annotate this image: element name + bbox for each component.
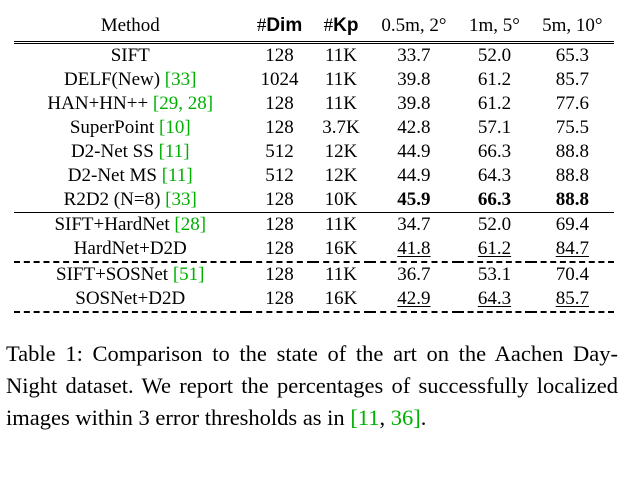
method-cell: HAN+HN++ [29, 28] — [47, 93, 214, 114]
header-row: Method #Dim #Kp 0.5m, 2° 1m, 5° 5m, 10° — [14, 12, 614, 43]
value-cell: 34.7 — [397, 214, 431, 235]
value-cell-underlined: 84.7 — [555, 238, 589, 259]
dim-cell: 128 — [265, 189, 294, 210]
method-cell: D2-Net MS [11] — [67, 165, 193, 186]
value-cell: 52.0 — [477, 45, 512, 66]
value-cell: 61.2 — [477, 69, 512, 90]
value-cell: 88.8 — [555, 165, 589, 186]
value-cell: 42.8 — [397, 117, 431, 138]
kp-cell: 12K — [324, 165, 358, 186]
table-caption: Table 1: Comparison to the state of the … — [6, 338, 618, 434]
value-cell: 36.7 — [397, 264, 431, 285]
caption-citation: 36] — [390, 405, 421, 430]
method-cell: SIFT+HardNet [28] — [54, 214, 207, 235]
table-row: HAN+HN++ [29, 28] 128 11K 39.8 61.2 77.6 — [14, 92, 614, 116]
kp-cell: 3.7K — [322, 117, 360, 138]
table-row: SuperPoint [10] 128 3.7K 42.8 57.1 75.5 — [14, 116, 614, 140]
value-cell: 77.6 — [555, 93, 589, 114]
method-cell: HardNet+D2D — [73, 238, 187, 259]
value-cell: 65.3 — [555, 45, 589, 66]
dim-cell: 128 — [265, 93, 294, 114]
table-row: SOSNet+D2D 128 16K 42.9 64.3 85.7 — [14, 287, 614, 312]
caption-label: Table 1: — [6, 341, 83, 366]
dim-cell: 1024 — [260, 69, 299, 90]
results-table-container: Method #Dim #Kp 0.5m, 2° 1m, 5° 5m, 10° … — [14, 12, 614, 313]
value-cell: 44.9 — [397, 165, 431, 186]
kp-cell: 11K — [325, 69, 358, 90]
kp-cell: 12K — [324, 141, 358, 162]
method-cell: D2-Net SS [11] — [70, 141, 190, 162]
value-cell-underlined: 41.8 — [397, 238, 431, 259]
table-row: D2-Net SS [11] 512 12K 44.9 66.3 88.8 — [14, 140, 614, 164]
value-cell: 33.7 — [397, 45, 431, 66]
value-cell: 70.4 — [555, 264, 589, 285]
caption-end: . — [420, 405, 427, 430]
header-threshold-1: 0.5m, 2° — [381, 15, 447, 36]
header-method: Method — [100, 15, 160, 36]
kp-cell: 16K — [324, 288, 358, 309]
kp-cell: 11K — [325, 45, 358, 66]
method-cell: R2D2 (N=8) [33] — [63, 189, 197, 210]
results-table: Method #Dim #Kp 0.5m, 2° 1m, 5° 5m, 10° … — [14, 12, 614, 313]
table-row: SIFT+HardNet [28] 128 11K 34.7 52.0 69.4 — [14, 213, 614, 238]
header-dim: #Dim — [256, 15, 303, 36]
kp-cell: 11K — [325, 264, 358, 285]
value-cell-best: 88.8 — [555, 189, 589, 210]
method-cell: DELF(New) [33] — [64, 69, 197, 90]
method-cell: SOSNet+D2D — [75, 288, 186, 309]
dim-cell: 512 — [265, 141, 294, 162]
table-row: DELF(New) [33] 1024 11K 39.8 61.2 85.7 — [14, 68, 614, 92]
value-cell: 57.1 — [477, 117, 512, 138]
value-cell-best: 45.9 — [397, 189, 431, 210]
dim-cell: 128 — [265, 238, 294, 259]
dim-cell: 128 — [265, 117, 294, 138]
table-row: HardNet+D2D 128 16K 41.8 61.2 84.7 — [14, 237, 614, 262]
table-row: SIFT 128 11K 33.7 52.0 65.3 — [14, 42, 614, 69]
kp-cell: 11K — [325, 214, 358, 235]
value-cell-underlined: 42.9 — [397, 288, 431, 309]
caption-separator: , — [379, 405, 391, 430]
header-kp: #Kp — [323, 15, 359, 36]
value-cell-underlined: 85.7 — [555, 288, 589, 309]
dim-cell: 128 — [265, 288, 294, 309]
value-cell: 69.4 — [555, 214, 589, 235]
value-cell: 75.5 — [555, 117, 589, 138]
dim-cell: 128 — [265, 45, 294, 66]
table-row: R2D2 (N=8) [33] 128 10K 45.9 66.3 88.8 — [14, 188, 614, 213]
value-cell: 52.0 — [477, 214, 512, 235]
method-cell: SIFT+SOSNet [51] — [56, 264, 205, 285]
value-cell: 39.8 — [397, 93, 431, 114]
value-cell: 61.2 — [477, 93, 512, 114]
kp-cell: 16K — [324, 238, 358, 259]
table-row: D2-Net MS [11] 512 12K 44.9 64.3 88.8 — [14, 164, 614, 188]
value-cell: 66.3 — [477, 141, 512, 162]
kp-cell: 11K — [325, 93, 358, 114]
table-row: SIFT+SOSNet [51] 128 11K 36.7 53.1 70.4 — [14, 262, 614, 287]
value-cell: 39.8 — [397, 69, 431, 90]
value-cell: 53.1 — [477, 264, 512, 285]
value-cell: 85.7 — [555, 69, 589, 90]
header-threshold-2: 1m, 5° — [469, 15, 520, 36]
value-cell: 88.8 — [555, 141, 589, 162]
caption-text: Comparison to the state of the art on th… — [6, 341, 618, 430]
caption-citation: [11 — [350, 405, 380, 430]
value-cell: 64.3 — [477, 165, 512, 186]
value-cell-best: 66.3 — [477, 189, 512, 210]
value-cell: 44.9 — [397, 141, 431, 162]
dim-cell: 512 — [265, 165, 294, 186]
method-cell: SuperPoint [10] — [69, 117, 191, 138]
value-cell-underlined: 64.3 — [477, 288, 512, 309]
dim-cell: 128 — [265, 264, 294, 285]
dim-cell: 128 — [265, 214, 294, 235]
value-cell-underlined: 61.2 — [477, 238, 512, 259]
method-cell: SIFT — [110, 45, 150, 66]
header-threshold-3: 5m, 10° — [542, 15, 603, 36]
kp-cell: 10K — [324, 189, 358, 210]
